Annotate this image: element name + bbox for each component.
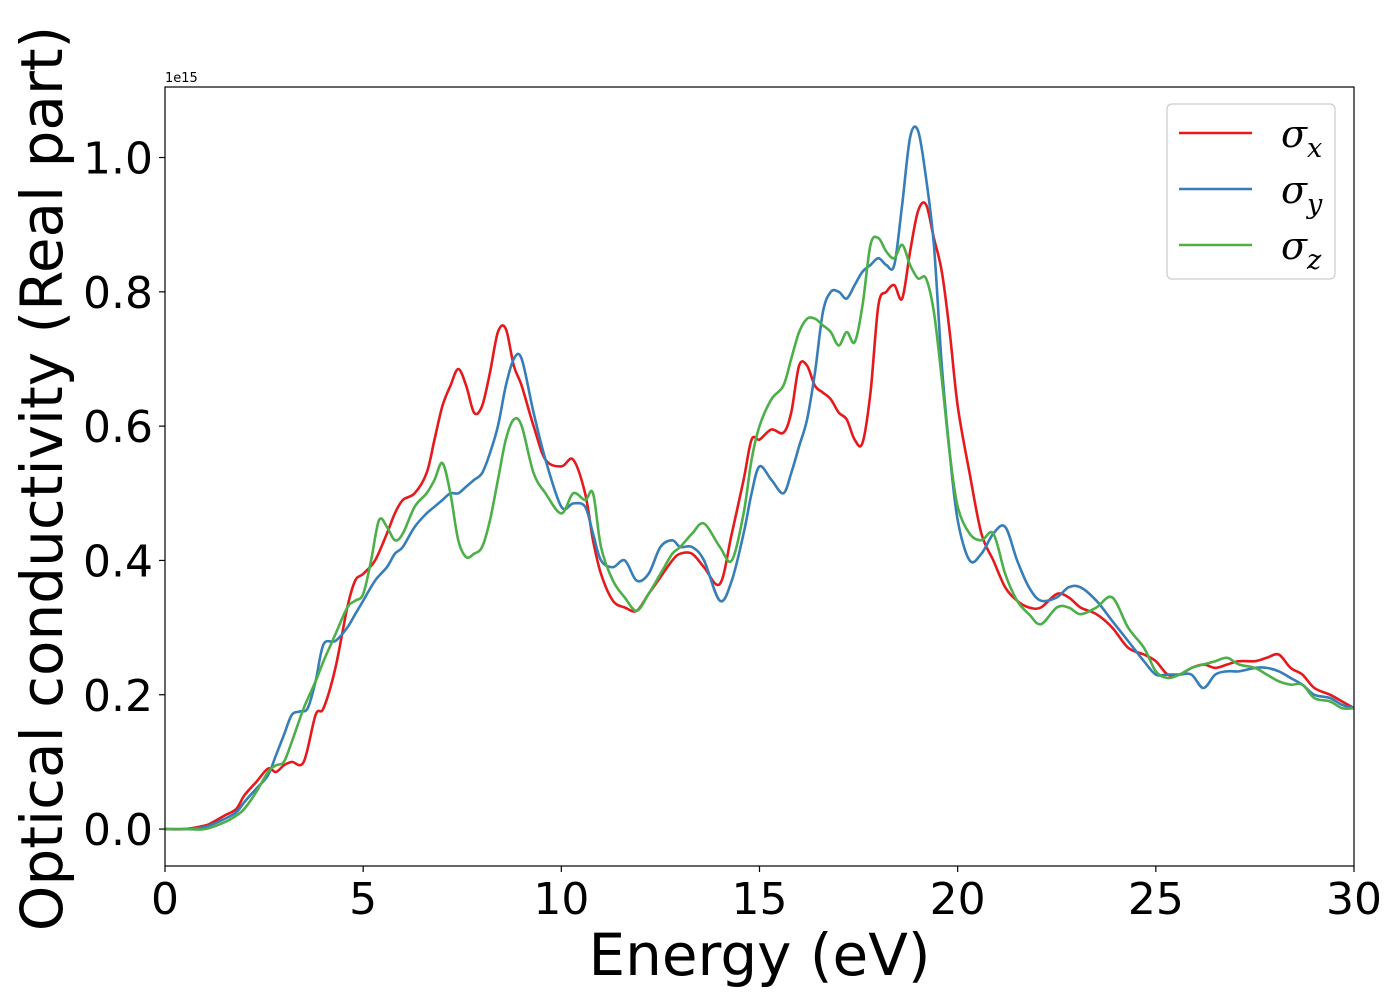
y-tick-label: 0.2 [83, 671, 153, 722]
y-tick-label: 0.0 [83, 805, 153, 856]
x-tick-label: 20 [930, 874, 986, 925]
y-tick-label: 0.6 [83, 402, 153, 453]
legend-subscript: x [1307, 133, 1322, 164]
y-offset-label: 1e15 [165, 71, 198, 86]
x-axis-label: Energy (eV) [588, 921, 930, 989]
x-tick-label: 5 [349, 874, 377, 925]
series-line-z [165, 235, 1354, 831]
y-tick-label: 0.8 [83, 268, 153, 319]
y-tick-label: 1.0 [83, 134, 153, 185]
series-layer [165, 125, 1354, 831]
x-tick-label: 25 [1128, 874, 1184, 925]
series-line-y [165, 125, 1354, 831]
series-line-x [165, 201, 1354, 831]
x-tick-label: 10 [533, 874, 589, 925]
y-tick-label: 0.4 [83, 536, 153, 587]
x-tick-label: 0 [151, 874, 179, 925]
legend-subscript: z [1306, 245, 1322, 276]
x-tick-label: 15 [732, 874, 788, 925]
y-axis-label: Optical conductivity (Real part) [8, 26, 76, 931]
legend-box [1166, 103, 1336, 280]
x-axis-ticks: 0 5 10 15 20 25 30 [151, 866, 1382, 925]
y-axis-ticks: 0.0 0.2 0.4 0.6 0.8 1.0 [83, 134, 165, 856]
legend-subscript: y [1306, 189, 1323, 220]
x-tick-label: 30 [1326, 874, 1382, 925]
